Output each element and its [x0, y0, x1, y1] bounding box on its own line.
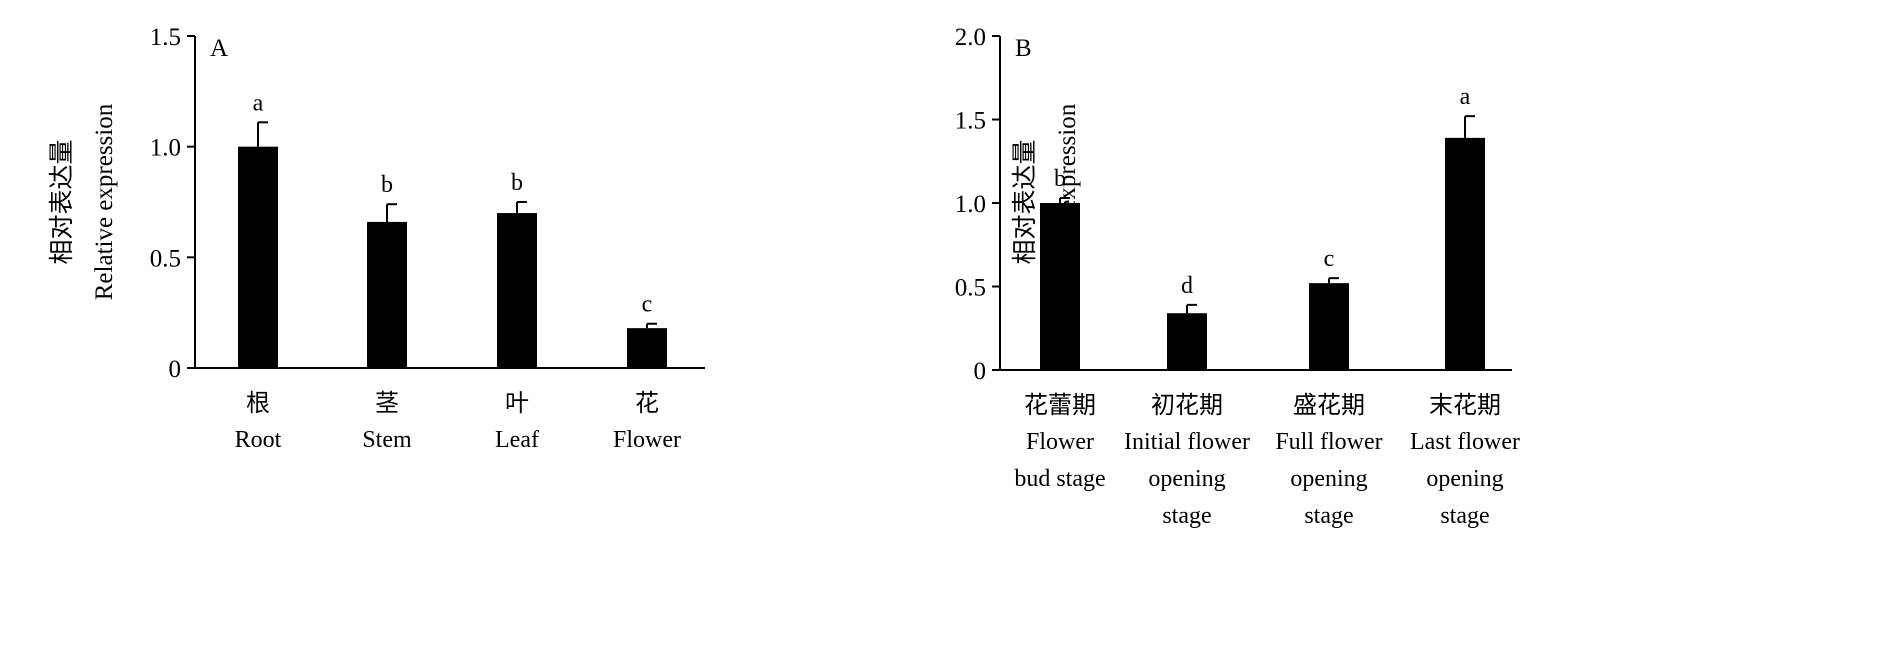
- x-tick-label-cn: 末花期: [1429, 391, 1501, 419]
- x-tick-label-cn: 花: [635, 389, 659, 417]
- x-tick-label-cn: 盛花期: [1293, 391, 1365, 419]
- bar-1: [238, 146, 278, 368]
- panel-letter: B: [1015, 35, 1032, 62]
- x-tick-label: Last flower: [1410, 429, 1520, 455]
- significance-label: c: [642, 292, 653, 318]
- x-tick-label: Flower: [613, 427, 681, 453]
- y-tick-label: 1.5: [150, 24, 181, 51]
- x-tick-label-cn: 茎: [375, 389, 399, 417]
- y-tick-label: 2.0: [955, 24, 986, 51]
- bar-4: [627, 328, 667, 368]
- x-tick-label: opening: [1148, 466, 1225, 492]
- x-tick-label-cn: 根: [246, 389, 270, 417]
- x-tick-label: stage: [1304, 503, 1353, 529]
- x-tick-label: stage: [1440, 503, 1489, 529]
- x-tick-label: Root: [235, 427, 282, 453]
- y-tick-label: 1.5: [955, 108, 986, 135]
- bar-1: [1040, 203, 1080, 370]
- bar-3: [497, 213, 537, 368]
- y-tick-label: 0: [169, 356, 182, 383]
- y-axis-label-cn: 相对表达量: [47, 139, 76, 264]
- y-axis-label: Relative expression: [91, 103, 118, 300]
- x-tick-label: opening: [1290, 466, 1367, 492]
- x-tick-label: Initial flower: [1124, 429, 1250, 455]
- x-tick-label: Flower: [1026, 429, 1094, 455]
- x-tick-label: stage: [1162, 503, 1211, 529]
- y-axis-label-cn: 相对表达量: [1010, 139, 1039, 264]
- significance-label: c: [1324, 246, 1335, 272]
- bar-3: [1309, 283, 1349, 370]
- x-tick-label: opening: [1426, 466, 1503, 492]
- significance-label: b: [511, 170, 523, 196]
- y-tick-label: 0: [974, 358, 987, 385]
- x-tick-label-cn: 花蕾期: [1024, 391, 1096, 419]
- bar-2: [367, 221, 407, 368]
- significance-label: b: [1054, 166, 1066, 192]
- panel-a: 0 0.5 1.0 1.5 A 相对表达量 Relative expression a 根 Roo…: [47, 24, 705, 453]
- x-tick-label: Full flower: [1275, 429, 1382, 455]
- x-tick-label-cn: 叶: [505, 389, 529, 417]
- significance-label: d: [1181, 273, 1193, 299]
- x-tick-label-cn: 初花期: [1151, 391, 1223, 419]
- x-tick-label: bud stage: [1014, 466, 1105, 492]
- x-tick-label: Stem: [362, 427, 412, 453]
- bar-4: [1445, 137, 1485, 370]
- x-tick-label: Leaf: [495, 427, 539, 453]
- y-tick-label: 0.5: [150, 245, 181, 272]
- y-tick-label: 1.0: [955, 191, 986, 218]
- bar-2: [1167, 313, 1207, 370]
- significance-label: a: [1460, 84, 1471, 110]
- y-tick-label: 1.0: [150, 135, 181, 162]
- y-tick-label: 0.5: [955, 275, 986, 302]
- significance-label: b: [381, 172, 393, 198]
- significance-label: a: [253, 90, 264, 116]
- panel-letter: A: [210, 35, 228, 62]
